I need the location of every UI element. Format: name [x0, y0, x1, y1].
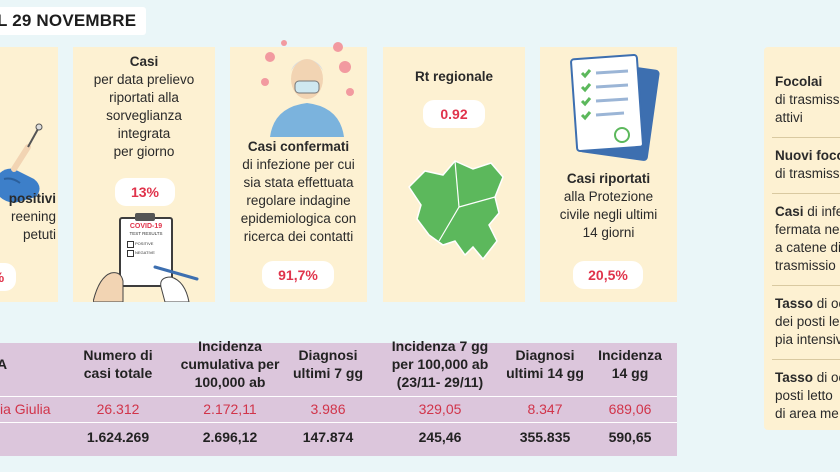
doc-positive-label: POSITIVE — [135, 241, 154, 246]
card3-title: Casi confermati — [247, 139, 350, 154]
test-results-document: COVID-19 TEST RESULTS POSITIVE NEGATIVE — [119, 213, 173, 287]
card2-line4: integrata — [117, 126, 171, 141]
card1-percent: % — [0, 263, 16, 291]
card2-line5: per giorno — [113, 144, 175, 159]
card4-title: Rt regionale — [414, 69, 493, 84]
right-panel: Focolai di trasmiss attivi Nuovi foco di tr… — [764, 47, 840, 430]
italia-diagnosi-7gg: 147.874 — [302, 429, 354, 445]
documents-icon — [570, 54, 660, 161]
region-map-icon — [408, 160, 504, 261]
th-incidenza-14gg: Incidenza 14 gg — [598, 347, 662, 381]
card2-line1: per data prelievo — [93, 72, 195, 87]
data-table: A Numero di casi totale Incidenza cumulati… — [0, 338, 677, 456]
card1-line1: positivi — [8, 191, 56, 206]
card3-percent: 91,7% — [262, 261, 334, 289]
fvg-diagnosi-14gg: 8.347 — [527, 401, 563, 417]
fvg-incidenza-cumulativa: 2.172,11 — [203, 401, 257, 417]
card1-line3: petuti — [22, 227, 56, 242]
card2-percent: 13% — [115, 178, 175, 206]
th-diagnosi-7gg: Diagnosi ultimi 7 gg — [293, 347, 363, 381]
card1-line2: reening — [10, 209, 56, 224]
italia-diagnosi-14gg: 355.835 — [519, 429, 571, 445]
rp-nuovi-focolai: Nuovi foco di trasmiss — [775, 148, 840, 181]
fvg-diagnosi-7gg: 3.986 — [310, 401, 346, 417]
rt-value: 0.92 — [423, 100, 485, 128]
th-incidenza-cumulativa: Incidenza cumulativa per 100,000 ab — [180, 338, 280, 390]
swab-test-icon — [0, 123, 43, 203]
italia-casi-totale: 1.624.269 — [86, 429, 150, 445]
card2-title: Casi — [129, 54, 159, 69]
italia-incidenza-14gg: 590,65 — [608, 429, 652, 445]
date-header: L 29 NOVEMBRE — [0, 7, 146, 35]
card5-line1: alla Protezione — [563, 189, 654, 204]
card-screening: positivi reening petuti % — [0, 47, 58, 302]
card-casi-riportati: Casi riportati alla Protezione civile ne… — [540, 47, 677, 302]
card5-line2: civile negli ultimi — [559, 207, 658, 222]
card3-line3: regolare indagine — [246, 193, 351, 208]
th-region: A — [0, 356, 8, 372]
fvg-casi-totale: 26.312 — [96, 401, 140, 417]
card-casi-prelievo: Casi per data prelievo riportati alla so… — [73, 47, 215, 302]
card-rt-regionale: Rt regionale 0.92 — [383, 47, 525, 302]
doc-negative-label: NEGATIVE — [135, 250, 155, 255]
th-incidenza-7gg: Incidenza 7 gg per 100,000 ab (23/11- 29/1… — [391, 338, 489, 390]
card5-title: Casi riportati — [566, 171, 651, 186]
person-mask-icon — [261, 40, 354, 137]
th-diagnosi-14gg: Diagnosi ultimi 14 gg — [506, 347, 584, 381]
fvg-incidenza-14gg: 689,06 — [608, 401, 652, 417]
rp-focolai: Focolai di trasmiss attivi — [775, 74, 840, 125]
row-fvg-label: ia Giulia — [0, 401, 51, 417]
fvg-incidenza-7gg: 329,05 — [418, 401, 462, 417]
card3-line1: di infezione per cui — [242, 157, 355, 172]
card5-line3: 14 giorni — [582, 225, 635, 240]
card3-line2: sia stata effettuata — [243, 175, 354, 190]
italia-incidenza-7gg: 245,46 — [418, 429, 462, 445]
clipboard-clip — [135, 213, 155, 221]
doc-title: COVID-19 — [129, 223, 163, 230]
card2-line2: riportati alla — [109, 90, 179, 105]
doc-subtitle: TEST RESULTS — [129, 231, 163, 236]
rp-casi-infezione: Casi di infe fermata ne a catene di trasmis… — [775, 204, 840, 273]
card2-line3: sorveglianza — [106, 108, 182, 123]
card3-line4: epidemiologica con — [240, 211, 357, 226]
card-casi-confermati: Casi confermati di infezione per cui sia… — [230, 40, 367, 302]
card5-percent: 20,5% — [573, 261, 643, 289]
card3-line5: ricerca dei contatti — [243, 229, 354, 244]
th-casi-totale: Numero di casi totale — [83, 347, 153, 381]
italia-incidenza-cumulativa: 2.696,12 — [202, 429, 258, 445]
hands-pen-icon — [93, 265, 199, 302]
